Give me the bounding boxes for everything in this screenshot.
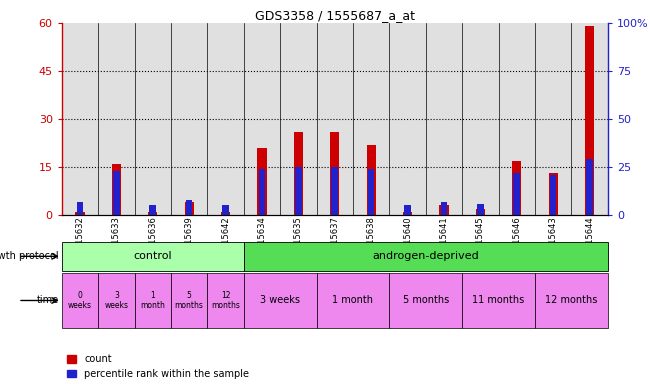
Bar: [135, 23, 171, 215]
Text: 5 months: 5 months: [402, 295, 449, 306]
Bar: [207, 23, 244, 215]
Bar: [185, 202, 194, 215]
Bar: [295, 167, 302, 215]
Bar: [150, 205, 156, 215]
Bar: [462, 273, 535, 328]
Bar: [257, 148, 266, 215]
Bar: [476, 209, 485, 215]
Bar: [330, 132, 339, 215]
Text: 3 weeks: 3 weeks: [260, 295, 300, 306]
Bar: [148, 212, 157, 215]
Bar: [317, 273, 389, 328]
Bar: [112, 164, 121, 215]
Bar: [439, 205, 448, 215]
Bar: [207, 273, 244, 328]
Text: 12 months: 12 months: [545, 295, 597, 306]
Bar: [62, 242, 244, 271]
Bar: [77, 202, 83, 215]
Bar: [332, 167, 338, 215]
Bar: [585, 26, 594, 215]
Bar: [280, 23, 317, 215]
Bar: [549, 174, 558, 215]
Bar: [171, 23, 207, 215]
Text: 11 months: 11 months: [473, 295, 525, 306]
Bar: [62, 273, 98, 328]
Bar: [426, 23, 462, 215]
Text: 3
weeks: 3 weeks: [105, 291, 128, 310]
Bar: [499, 23, 535, 215]
Bar: [317, 23, 353, 215]
Bar: [186, 200, 192, 215]
Text: growth protocol: growth protocol: [0, 251, 58, 262]
Text: androgen-deprived: androgen-deprived: [372, 251, 479, 262]
Bar: [353, 23, 389, 215]
Bar: [514, 173, 520, 215]
Bar: [462, 23, 499, 215]
Bar: [404, 205, 411, 215]
Bar: [62, 23, 98, 215]
Bar: [98, 273, 135, 328]
Bar: [571, 23, 608, 215]
Bar: [222, 205, 229, 215]
Bar: [535, 273, 608, 328]
Bar: [135, 273, 171, 328]
Bar: [586, 159, 593, 215]
Bar: [389, 273, 462, 328]
Text: 12
months: 12 months: [211, 291, 240, 310]
Bar: [244, 273, 317, 328]
Bar: [221, 212, 230, 215]
Text: 0
weeks: 0 weeks: [68, 291, 92, 310]
Bar: [389, 23, 426, 215]
Bar: [294, 132, 303, 215]
Bar: [171, 273, 207, 328]
Bar: [368, 169, 374, 215]
Bar: [244, 242, 608, 271]
Text: 1 month: 1 month: [332, 295, 374, 306]
Bar: [512, 161, 521, 215]
Legend: count, percentile rank within the sample: count, percentile rank within the sample: [66, 354, 249, 379]
Bar: [367, 145, 376, 215]
Bar: [98, 23, 135, 215]
Bar: [113, 171, 120, 215]
Title: GDS3358 / 1555687_a_at: GDS3358 / 1555687_a_at: [255, 9, 415, 22]
Text: time: time: [36, 295, 58, 306]
Bar: [441, 202, 447, 215]
Bar: [477, 204, 484, 215]
Text: 1
month: 1 month: [140, 291, 165, 310]
Bar: [244, 23, 280, 215]
Text: 5
months: 5 months: [175, 291, 203, 310]
Text: control: control: [133, 251, 172, 262]
Bar: [535, 23, 571, 215]
Bar: [403, 212, 412, 215]
Bar: [75, 212, 84, 215]
Bar: [550, 175, 556, 215]
Bar: [259, 169, 265, 215]
